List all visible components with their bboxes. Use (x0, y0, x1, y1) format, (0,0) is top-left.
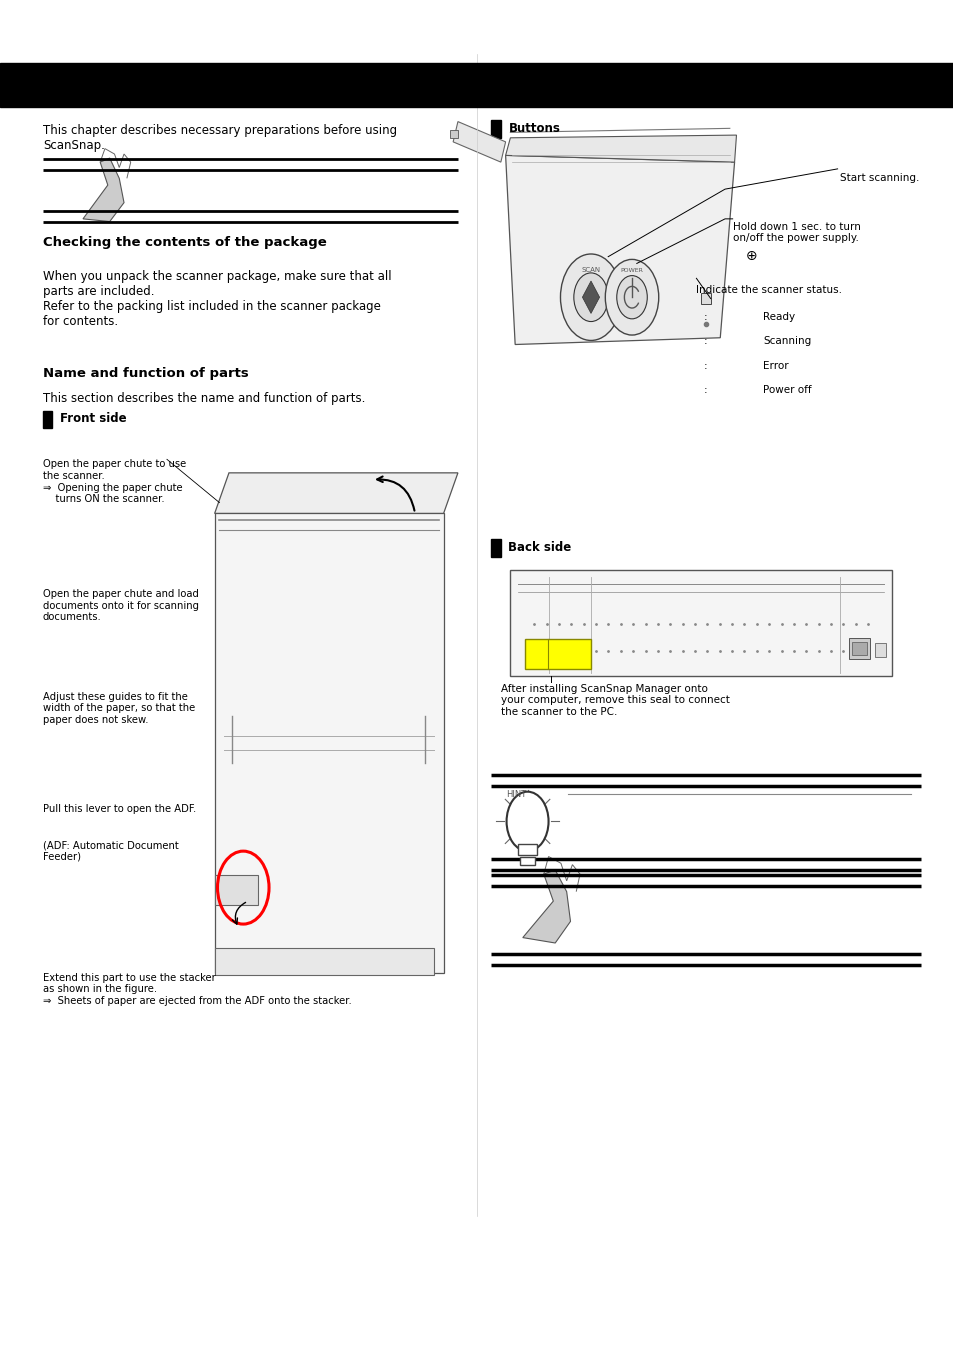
Text: Buttons: Buttons (508, 122, 559, 135)
Text: Scanning: Scanning (762, 336, 811, 346)
Bar (874, 643, 885, 657)
Text: (ADF: Automatic Document
Feeder): (ADF: Automatic Document Feeder) (43, 840, 178, 862)
Circle shape (506, 792, 548, 851)
Text: Open the paper chute and load
documents onto it for scanning
documents.: Open the paper chute and load documents … (43, 589, 199, 623)
Text: Indicate the scanner status.: Indicate the scanner status. (696, 285, 841, 295)
Text: :: : (703, 312, 707, 322)
Text: Start scanning.: Start scanning. (839, 173, 918, 182)
Bar (43, 411, 52, 428)
Polygon shape (214, 473, 457, 513)
Bar (214, 948, 434, 975)
Text: After installing ScanSnap Manager onto
your computer, remove this seal to connec: After installing ScanSnap Manager onto y… (500, 684, 729, 717)
Circle shape (604, 259, 658, 335)
Bar (491, 120, 500, 138)
Bar (517, 844, 537, 855)
Text: :: : (703, 336, 707, 346)
Polygon shape (581, 281, 598, 313)
Text: POWER: POWER (620, 267, 642, 273)
Polygon shape (453, 122, 505, 162)
Polygon shape (505, 155, 734, 345)
Text: ⬆: ⬆ (80, 174, 111, 209)
Polygon shape (522, 870, 570, 943)
Text: HINT: HINT (506, 790, 526, 800)
Text: When you unpack the scanner package, make sure that all
parts are included.
Refe: When you unpack the scanner package, mak… (43, 270, 391, 328)
Bar (524, 639, 591, 669)
Text: Open the paper chute to use
the scanner.
⇒  Opening the paper chute
    turns ON: Open the paper chute to use the scanner.… (43, 459, 186, 504)
Text: Front side: Front side (60, 412, 127, 426)
Text: Adjust these guides to fit the
width of the paper, so that the
paper does not sk: Adjust these guides to fit the width of … (43, 692, 195, 725)
Text: This section describes the name and function of parts.: This section describes the name and func… (43, 392, 365, 405)
Bar (450, 130, 457, 138)
Bar (0, 63, 953, 107)
Circle shape (573, 273, 607, 322)
Bar (851, 642, 866, 655)
Bar (519, 857, 535, 865)
Bar (700, 293, 710, 304)
Text: ⊕: ⊕ (745, 249, 757, 262)
Text: Checking the contents of the package: Checking the contents of the package (43, 236, 326, 250)
Bar (510, 570, 891, 676)
Text: :: : (703, 385, 707, 394)
Bar (491, 539, 500, 557)
Text: Ready: Ready (762, 312, 795, 322)
Text: Error: Error (762, 361, 788, 370)
Polygon shape (214, 513, 443, 973)
Polygon shape (83, 158, 124, 222)
Text: :: : (703, 361, 707, 370)
Circle shape (559, 254, 620, 340)
Text: Extend this part to use the stacker
as shown in the figure.
⇒  Sheets of paper a: Extend this part to use the stacker as s… (43, 973, 352, 1006)
Text: This chapter describes necessary preparations before using
ScanSnap.: This chapter describes necessary prepara… (43, 124, 396, 153)
Text: Power off: Power off (762, 385, 811, 394)
Text: Hold down 1 sec. to turn
on/off the power supply.: Hold down 1 sec. to turn on/off the powe… (732, 222, 860, 243)
Polygon shape (505, 135, 736, 162)
Text: Name and function of parts: Name and function of parts (43, 367, 249, 381)
Text: Back side: Back side (508, 540, 571, 554)
Bar (214, 875, 257, 905)
Text: Pull this lever to open the ADF.: Pull this lever to open the ADF. (43, 804, 196, 813)
Circle shape (616, 276, 646, 319)
Text: SCAN: SCAN (580, 267, 600, 273)
Bar (848, 638, 869, 659)
